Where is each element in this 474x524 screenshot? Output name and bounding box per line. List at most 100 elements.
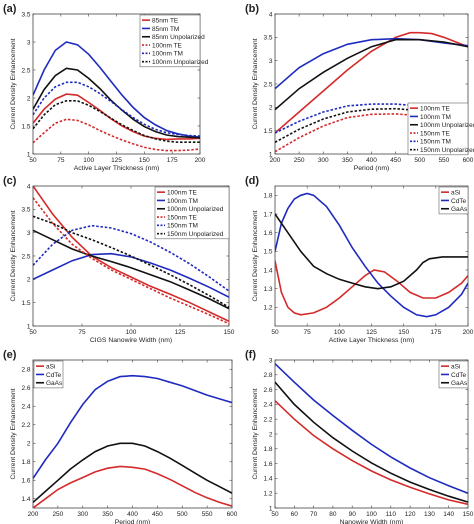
x-tick-label: 500 — [177, 511, 188, 518]
y-tick-label: 1.4 — [263, 476, 272, 483]
x-tick-label: 150 — [463, 511, 474, 518]
y-tick-label: 1.7 — [263, 211, 272, 218]
y-tick-label: 3 — [27, 230, 31, 237]
x-tick-label: 125 — [366, 329, 377, 336]
x-tick-label: 300 — [77, 511, 88, 518]
legend-entry: CdTe — [451, 372, 467, 379]
y-tick-label: 1.5 — [21, 123, 30, 130]
series-line-100nm-tm — [33, 81, 200, 137]
y-tick-label: 3.5 — [21, 11, 30, 18]
x-tick-label: 200 — [195, 157, 206, 164]
x-tick-label: 130 — [424, 511, 435, 518]
panel-b: 200 250 300 350 400 450 500 550 600 1 1.5 2 2.5 3 3.5 4… — [245, 3, 474, 172]
y-tick-label: 2.5 — [21, 67, 30, 74]
y-tick-label: 2.4 — [21, 404, 30, 411]
y-axis-label: Current Density Enhancement — [10, 38, 17, 129]
x-tick-label: 120 — [405, 511, 416, 518]
x-tick-label: 100 — [334, 329, 345, 336]
legend-entry: 150nm TE — [420, 130, 451, 137]
y-tick-label: 1 — [27, 151, 31, 158]
x-tick-label: 550 — [202, 511, 213, 518]
legend — [139, 14, 201, 68]
y-tick-label: 1 — [269, 151, 273, 158]
series-line-gaas — [275, 213, 468, 290]
x-tick-label: 200 — [463, 329, 474, 336]
series-line-asi — [33, 465, 232, 508]
x-tick-label: 110 — [386, 511, 397, 518]
legend-entry: 100nm Unpolarized — [152, 59, 209, 66]
legend-entry: 100nm Unpolarized — [167, 206, 224, 213]
y-tick-label: 2.5 — [21, 253, 30, 260]
panel-letter: (e) — [3, 349, 17, 361]
legend-entry: GaAs — [451, 380, 468, 387]
legend-entry: 85nm Unpolarized — [152, 34, 205, 41]
legend — [154, 186, 230, 240]
series-line-cdte — [275, 363, 468, 494]
y-tick-label: 2 — [27, 277, 31, 284]
y-tick-label: 2.6 — [263, 387, 272, 394]
y-tick-label: 1 — [27, 323, 31, 330]
legend-entry: CdTe — [451, 198, 467, 205]
legend-entry: aSi — [46, 363, 55, 370]
legend-entry: 85nm TM — [152, 26, 179, 33]
legend-entry: CdTe — [46, 372, 62, 379]
legend-entry: 150nm TM — [420, 139, 451, 146]
y-axis-label: Current Density Enhancement — [10, 210, 17, 301]
y-axis-label: Current Density Enhancement — [252, 210, 259, 301]
y-tick-label: 2 — [27, 95, 31, 102]
y-tick-label: 1.2 — [263, 305, 272, 312]
y-tick-label: 2.8 — [263, 372, 272, 379]
y-axis-label: Current Density Enhancement — [10, 388, 17, 479]
series-line-cdte — [33, 374, 232, 479]
y-tick-label: 3 — [269, 357, 273, 364]
x-tick-label: 500 — [414, 157, 425, 164]
x-tick-label: 350 — [102, 511, 113, 518]
plot-area — [274, 359, 469, 509]
y-tick-label: 1.3 — [263, 286, 272, 293]
x-tick-label: 80 — [329, 511, 337, 518]
y-tick-label: 1 — [269, 505, 273, 512]
legend-entry: 100nm Unpolarized — [420, 122, 474, 129]
y-tick-label: 3 — [27, 39, 31, 46]
legend-entry: 85nm TE — [152, 17, 179, 24]
y-tick-label: 3.5 — [21, 207, 30, 214]
x-tick-label: 300 — [318, 157, 329, 164]
panel-e: 200 250 300 350 400 450 500 550 600 1.4 1.6 1.8 2 2.2… — [3, 349, 238, 524]
series-line-asi — [275, 400, 468, 506]
x-tick-label: 60 — [291, 511, 299, 518]
y-tick-label: 1.5 — [21, 300, 30, 307]
legend-entry: 150nm Unpolarized — [167, 231, 224, 238]
series-line-150nm-tm — [33, 224, 229, 292]
y-tick-label: 2 — [27, 441, 31, 448]
y-tick-label: 1.4 — [263, 267, 272, 274]
y-tick-label: 2.5 — [263, 81, 272, 88]
x-axis-label: CIGS Nanowire Width (nm) — [90, 337, 172, 344]
series-line-asi — [275, 260, 468, 316]
series-line-cdte — [275, 192, 468, 318]
panel-letter: (b) — [245, 3, 259, 15]
panel-f: 50 60 70 80 90 100 110 120 130 140 150 1 1.2 1.4 1.6 1.… — [245, 349, 474, 524]
panel-letter: (f) — [245, 349, 256, 361]
x-tick-label: 250 — [52, 511, 63, 518]
y-tick-label: 2.6 — [21, 385, 30, 392]
x-tick-label: 600 — [463, 157, 474, 164]
series-line-100nm-unpolarized — [33, 100, 200, 143]
x-tick-label: 50 — [29, 329, 37, 336]
y-tick-label: 2.2 — [263, 417, 272, 424]
x-tick-label: 75 — [57, 157, 65, 164]
x-tick-label: 200 — [28, 511, 39, 518]
legend-entry: 150nm TM — [167, 223, 198, 230]
legend-entry: GaAs — [46, 380, 63, 387]
x-tick-label: 50 — [271, 511, 279, 518]
y-tick-label: 1.8 — [21, 459, 30, 466]
x-tick-label: 450 — [390, 157, 401, 164]
x-tick-label: 550 — [438, 157, 449, 164]
legend-entry: GaAs — [451, 206, 468, 213]
legend-entry: aSi — [451, 189, 460, 196]
legend-entry: 100nm TE — [152, 42, 183, 49]
x-tick-label: 100 — [83, 157, 94, 164]
panel-letter: (c) — [3, 175, 17, 187]
x-tick-label: 125 — [175, 329, 186, 336]
y-tick-label: 1.8 — [263, 446, 272, 453]
